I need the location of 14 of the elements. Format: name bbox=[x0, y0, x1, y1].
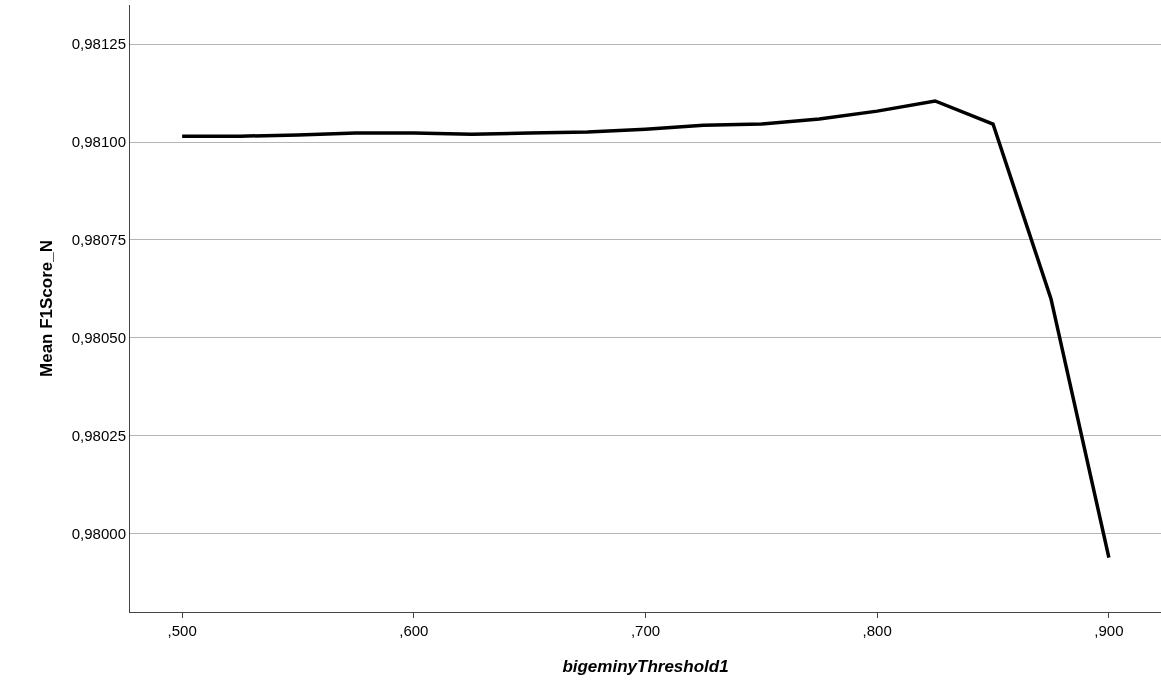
x-tick-label: ,900 bbox=[1094, 622, 1124, 639]
y-tick-label: 0,98050 bbox=[71, 329, 126, 347]
y-tick-label: 0,98125 bbox=[71, 35, 126, 53]
y-tick-label: 0,98025 bbox=[71, 427, 126, 445]
y-tick-label: 0,98000 bbox=[71, 524, 126, 542]
x-axis-title: bigeminyThreshold1 bbox=[562, 657, 729, 677]
y-tick-label: 0,98100 bbox=[71, 133, 126, 151]
line-series bbox=[180, 99, 1111, 560]
x-tick-label: ,700 bbox=[630, 622, 661, 639]
x-tick-label: ,500 bbox=[167, 622, 197, 639]
x-tick-label: ,600 bbox=[399, 622, 429, 639]
y-axis-title: Mean F1Score_N bbox=[37, 240, 57, 377]
x-tick-label: ,800 bbox=[862, 622, 892, 639]
y-tick-label: 0,98075 bbox=[71, 231, 126, 249]
